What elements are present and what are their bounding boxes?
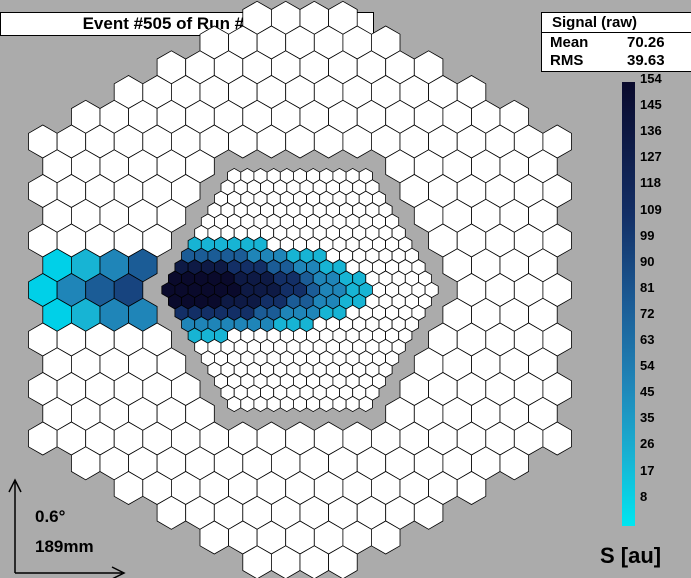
color-scale-tick: 81 <box>640 279 655 295</box>
color-scale-ticks: 154 145 136 127 118 109 99 90 81 72 63 54 45 35 26 17 8 <box>640 0 691 578</box>
scale-bar-arrow-right-icon <box>111 566 126 578</box>
scale-angle: 0.6° <box>35 507 66 526</box>
camera-pixel-outer <box>370 520 401 555</box>
color-scale-tick: 127 <box>640 149 662 165</box>
stats-rms-row: RMS 39.63 <box>542 51 691 69</box>
color-scale-tick: 54 <box>640 358 655 374</box>
camera-pixel-outer <box>542 421 572 456</box>
mean-value: 70.26 <box>627 34 665 51</box>
color-scale-tick: 90 <box>640 253 655 269</box>
camera-pixel-inner <box>292 395 308 413</box>
color-scale-tick: 26 <box>640 436 655 452</box>
stats-header: Signal (raw) <box>542 13 691 33</box>
color-scale-tick: 154 <box>640 71 662 86</box>
color-scale-tick: 136 <box>640 123 662 139</box>
color-scale-tick: 109 <box>640 201 662 217</box>
color-scale-tick: 8 <box>640 488 648 504</box>
camera-pixel-inner <box>266 395 281 413</box>
color-scale-tick: 63 <box>640 332 655 347</box>
camera-pixel-outer <box>456 471 487 505</box>
stats-mean-row: Mean 70.26 <box>542 33 691 51</box>
color-scale-tick: 99 <box>640 227 655 243</box>
scale-bar-arrow-up-icon <box>8 478 22 493</box>
color-scale-tick: 17 <box>640 462 655 478</box>
color-scale-bar <box>622 82 635 526</box>
camera-pixel-outer <box>328 545 358 578</box>
camera-pixel-inner <box>240 395 255 413</box>
scale-bar <box>8 478 126 578</box>
camera-pixel-outer <box>413 495 444 530</box>
camera-pixel-inner <box>332 395 347 413</box>
color-scale-tick: 72 <box>640 305 655 321</box>
camera-display <box>28 0 572 578</box>
color-scale-tick: 145 <box>640 97 662 113</box>
color-scale-tick: 118 <box>640 175 661 191</box>
stats-box: Signal (raw) Mean 70.26 RMS 39.63 <box>541 12 691 72</box>
camera-pixel-outer <box>499 446 529 481</box>
rms-label: RMS <box>550 52 584 69</box>
camera-pixel-inner <box>345 395 360 413</box>
camera-pixel-inner <box>358 395 373 413</box>
camera-pixel-inner <box>319 395 334 413</box>
color-scale-tick: 45 <box>640 384 655 400</box>
rms-value: 39.63 <box>627 52 665 69</box>
camera-pixel-inner <box>227 395 242 413</box>
camera-pixel-inner <box>306 395 321 413</box>
camera-pixel-inner <box>253 395 268 413</box>
mean-label: Mean <box>550 34 589 51</box>
camera-pixel-inner <box>279 395 294 413</box>
scale-length: 189mm <box>35 537 94 556</box>
color-scale-unit: S [au] <box>600 543 662 568</box>
color-scale-tick: 35 <box>640 410 655 426</box>
